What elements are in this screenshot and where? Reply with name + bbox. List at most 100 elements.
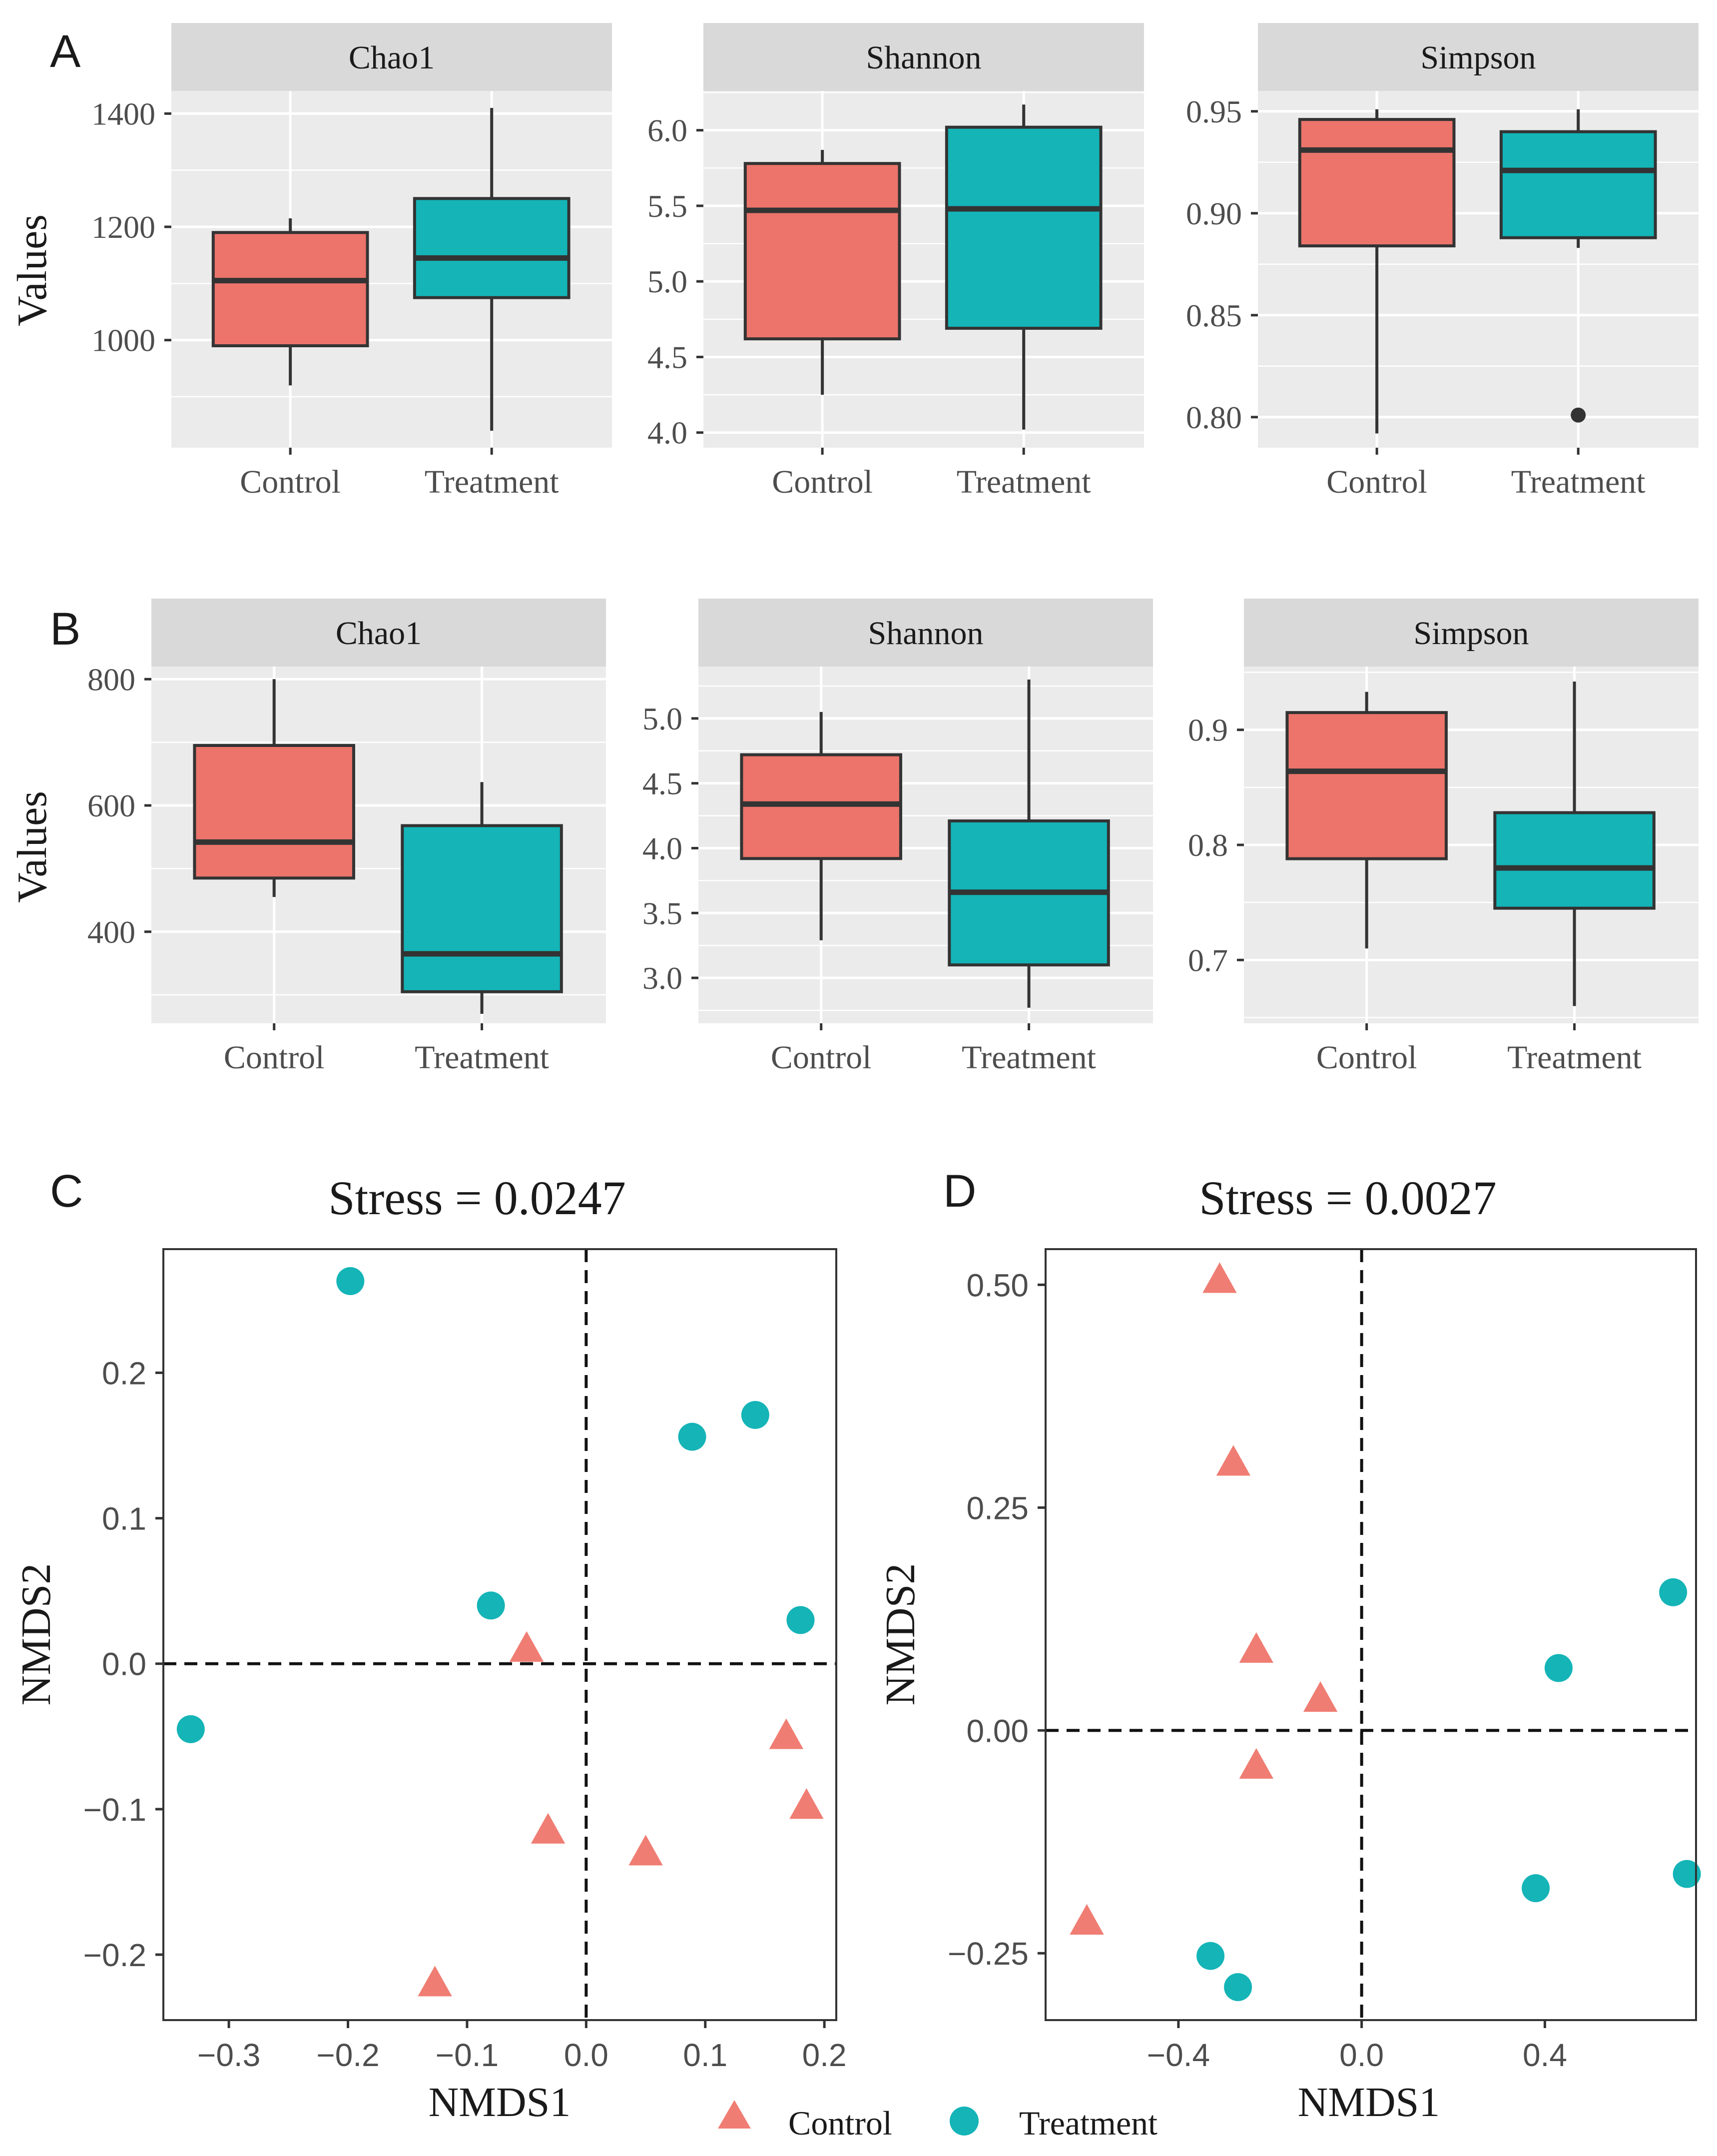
point-treatment-circle: [1522, 1874, 1550, 1902]
x-tick-label: 0.0: [564, 2037, 608, 2073]
y-ticks: 0.7 0.8 0.9: [1188, 713, 1244, 978]
stress-title-c: Stress = 0.0247: [328, 1171, 626, 1225]
y-tick-label: 6.0: [647, 113, 687, 148]
facet-title: Shannon: [866, 39, 982, 76]
point-control-triangle: [789, 1788, 824, 1819]
x-tick-label: Treatment: [962, 1039, 1096, 1076]
point-control-triangle: [1216, 1445, 1251, 1476]
reference-lines: [1046, 1249, 1696, 2020]
y-ticks: 3.0 3.5 4.0 4.5 5.0: [642, 701, 698, 996]
y-tick-label: 800: [87, 662, 135, 697]
y-tick-label: 600: [87, 788, 135, 823]
y-ticks: 1000 1200 1400: [91, 96, 171, 358]
point-control-triangle: [1070, 1904, 1104, 1935]
x-tick-label: 0.1: [683, 2037, 727, 2073]
facet-title: Shannon: [868, 615, 984, 652]
box-treatment: [401, 824, 563, 993]
point-control-triangle: [1202, 1262, 1237, 1293]
y-tick-label: 4.5: [642, 766, 682, 801]
panel-d-nmds: D Stress = 0.0027 −0.25 0.00 0.25 0.50 −0.4…: [877, 1166, 1701, 2126]
x-axis-label-d: NMDS1: [1298, 2079, 1440, 2126]
panel-c-nmds: C Stress = 0.0247 −0.2 −0.1 0.0 0.1 0.2 −0.3…: [13, 1166, 847, 2126]
facet-title: Simpson: [1413, 615, 1529, 652]
point-treatment-circle: [786, 1606, 815, 1634]
x-tick-label: Control: [240, 464, 341, 500]
y-tick-label: 3.0: [642, 960, 682, 996]
x-tick-label: Treatment: [1507, 1039, 1642, 1076]
x-tick-label: −0.2: [316, 2037, 379, 2073]
y-ticks: −0.25 0.00 0.25 0.50: [948, 1267, 1046, 1972]
panel-letter-c: C: [50, 1166, 83, 1217]
box-treatment: [413, 197, 571, 299]
x-tick-label: Control: [772, 464, 873, 500]
y-axis-label-a: Values: [9, 214, 55, 326]
y-tick-label: 5.5: [647, 188, 687, 224]
scatter-plot-d: −0.25 0.00 0.25 0.50 −0.4 0.0 0.4: [948, 1248, 1701, 2073]
box-control: [743, 162, 901, 341]
x-tick-label: 0.0: [1339, 2037, 1384, 2073]
x-ticks: Control Treatment: [772, 448, 1091, 500]
x-ticks: −0.3 −0.2 −0.1 0.0 0.1 0.2: [197, 2020, 847, 2073]
box-marks: [1285, 681, 1656, 1006]
facet-title: Chao1: [349, 39, 435, 76]
x-tick-label: −0.4: [1147, 2037, 1210, 2073]
plot-frame: [1045, 1248, 1697, 2021]
point-treatment-circle: [741, 1401, 769, 1429]
facet-b-simpson: Simpson 0.7 0.8 0.9 Control Treatment: [1188, 599, 1699, 1076]
point-treatment-circle: [1544, 1654, 1573, 1682]
scatter-points: [1070, 1262, 1701, 2001]
y-tick-label: 5.0: [647, 264, 687, 299]
scatter-points: [176, 1267, 824, 1997]
facet-title: Simpson: [1420, 39, 1536, 76]
box-treatment: [1493, 811, 1656, 910]
plot-frame: [162, 1248, 837, 2021]
point-control-triangle: [628, 1835, 663, 1866]
box-treatment: [1499, 130, 1657, 239]
x-tick-label: Control: [1316, 1039, 1417, 1076]
point-treatment-circle: [1659, 1578, 1688, 1606]
x-ticks: Control Treatment: [224, 1023, 549, 1076]
y-tick-label: 0.8: [1188, 827, 1228, 863]
y-ticks: 4.0 4.5 5.0 5.5 6.0: [647, 113, 703, 451]
facet-b-chao1: Chao1 400 600 800 Control Treatment: [87, 599, 606, 1076]
point-treatment-circle: [1673, 1860, 1701, 1888]
scatter-plot-c: −0.2 −0.1 0.0 0.1 0.2 −0.3 −0.2 −0.1 0.0 0.1 0.2: [83, 1248, 847, 2073]
legend-control-triangle-icon: [718, 2100, 751, 2129]
box-control: [1285, 711, 1448, 860]
x-axis-label-c: NMDS1: [429, 2079, 571, 2126]
panel-letter-b: B: [50, 604, 80, 655]
point-treatment-circle: [336, 1267, 365, 1296]
y-tick-label: 5.0: [642, 701, 682, 736]
y-tick-label: 4.0: [647, 415, 687, 451]
facet-strip: [703, 23, 1144, 91]
y-tick-label: 0.90: [1186, 196, 1242, 231]
facet-a-chao1: Chao1 1000 1200 1400 Control Treatment: [91, 23, 612, 500]
point-control-triangle: [1239, 1748, 1273, 1779]
x-tick-label: Control: [1326, 464, 1427, 500]
box-marks: [1298, 109, 1657, 434]
y-tick-label: 1000: [91, 323, 155, 358]
legend-label-control: Control: [788, 2104, 892, 2142]
y-tick-label: 400: [87, 914, 135, 950]
facet-strip: [1244, 599, 1699, 667]
y-axis-label-d: NMDS2: [877, 1563, 924, 1706]
facet-b-shannon: Shannon 3.0 3.5 4.0 4.5 5.0 Control Treatment: [642, 599, 1153, 1076]
y-tick-label: 0.95: [1186, 94, 1242, 129]
point-treatment-circle: [1196, 1942, 1225, 1970]
y-tick-label: 4.5: [647, 339, 687, 375]
reference-lines: [163, 1249, 836, 2020]
box-marks: [740, 679, 1110, 1008]
y-tick-label: 0.85: [1186, 298, 1242, 333]
box-control: [1298, 118, 1456, 248]
x-tick-label: Control: [771, 1039, 872, 1076]
y-tick-label: 0.7: [1188, 942, 1228, 978]
legend: Control Treatment: [718, 2100, 1157, 2142]
x-ticks: Control Treatment: [1326, 448, 1646, 500]
point-treatment-circle: [678, 1423, 706, 1451]
x-tick-label: Treatment: [415, 1039, 549, 1076]
x-tick-label: Treatment: [425, 464, 559, 500]
point-treatment-circle: [477, 1591, 505, 1620]
point-treatment-circle: [176, 1715, 205, 1743]
facet-strip: [151, 599, 606, 667]
